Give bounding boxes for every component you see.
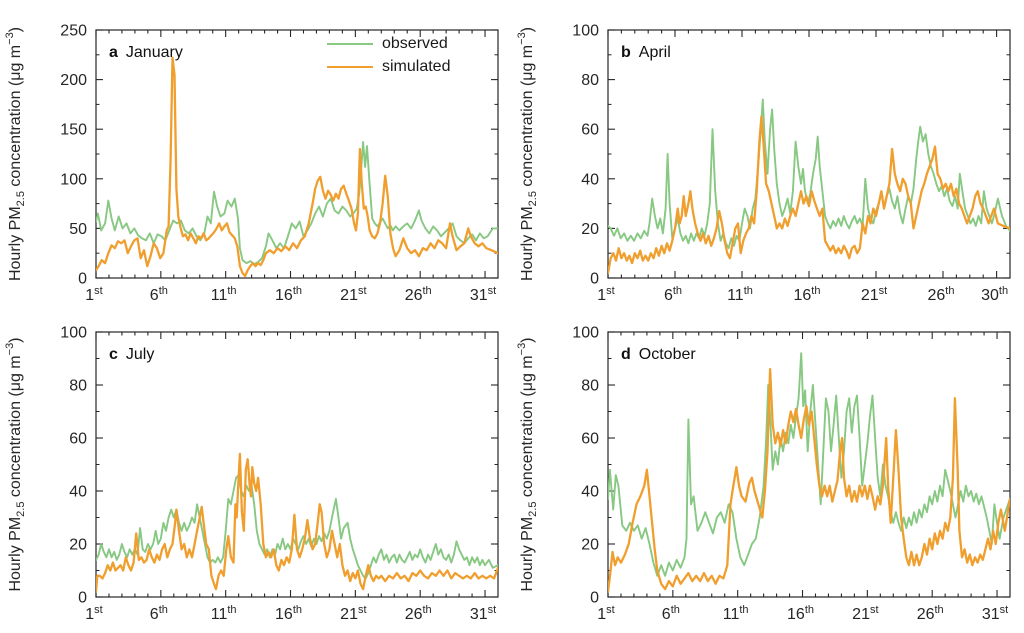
x-tick-label: 1st xyxy=(85,285,102,304)
x-tick-label: 31st xyxy=(470,285,496,304)
y-axis-label: Hourly PM2.5 concentration (μg m−3) xyxy=(516,337,539,591)
panel-title: d October xyxy=(621,346,696,363)
y-axis-label: Hourly PM2.5 concentration (μg m−3) xyxy=(4,27,27,281)
legend-item-simulated: simulated xyxy=(327,59,450,75)
legend: observed simulated xyxy=(327,36,450,75)
panel-title: a January xyxy=(109,44,183,61)
y-tick-label: 0 xyxy=(590,271,599,288)
panel-b-april: 0 20 40 60 80 100 1st 6th 11th 16th 21st 26th 30th b A… xyxy=(512,0,1024,316)
panel-a-january: observed simulated 0 50 100 150 200 250 1st 6th… xyxy=(0,0,512,316)
x-tick-label: 6th xyxy=(150,604,168,623)
x-tick-label: 1st xyxy=(597,285,614,304)
y-tick-label: 40 xyxy=(69,484,87,501)
x-tick-label: 16th xyxy=(794,285,821,304)
y-tick-label: 200 xyxy=(60,72,87,89)
x-tick-label: 11th xyxy=(211,604,237,623)
y-tick-label: 20 xyxy=(581,221,599,238)
x-tick-label: 31st xyxy=(982,604,1008,623)
x-tick-label: 16th xyxy=(275,604,302,623)
y-tick-label: 100 xyxy=(572,325,599,342)
x-tick-label: 21st xyxy=(340,285,366,304)
x-tick-label: 6th xyxy=(662,604,680,623)
x-tick-label: 26th xyxy=(405,285,432,304)
x-tick-label: 11th xyxy=(211,285,237,304)
x-tick-label: 21st xyxy=(861,285,887,304)
series-line-simulated xyxy=(96,56,498,278)
y-tick-label: 100 xyxy=(60,325,87,342)
y-tick-label: 100 xyxy=(60,171,87,188)
x-tick-label: 31st xyxy=(470,604,496,623)
panel-title: c July xyxy=(109,346,154,363)
legend-line-simulated-icon xyxy=(327,65,373,69)
series-line-observed xyxy=(608,352,1010,577)
panel-d-october: 0 20 40 60 80 100 1st 6th 11th 16th 21st 26th 31st d O… xyxy=(512,316,1024,633)
panel-a-chart: 0 50 100 150 200 250 1st 6th 11th 16th 21st 26th 31s… xyxy=(4,23,499,304)
y-tick-label: 20 xyxy=(69,537,87,554)
series-line-simulated xyxy=(608,115,1010,275)
y-tick-label: 40 xyxy=(581,171,599,188)
legend-label-simulated: simulated xyxy=(382,58,451,75)
y-tick-label: 60 xyxy=(69,431,87,448)
x-tick-label: 11th xyxy=(723,604,749,623)
y-tick-label: 0 xyxy=(78,590,87,607)
series-line-simulated xyxy=(96,452,498,593)
y-tick-label: 250 xyxy=(60,23,87,40)
x-tick-label: 11th xyxy=(727,285,753,304)
y-tick-label: 100 xyxy=(572,23,599,40)
y-tick-label: 80 xyxy=(581,378,599,395)
y-tick-label: 0 xyxy=(590,590,599,607)
series-line-observed xyxy=(96,474,498,580)
legend-line-observed-icon xyxy=(327,42,373,46)
x-tick-label: 30th xyxy=(981,285,1008,304)
x-tick-label: 1st xyxy=(597,604,614,623)
panel-b-chart: 0 20 40 60 80 100 1st 6th 11th 16th 21st 26th 30th b A… xyxy=(516,23,1011,304)
y-tick-label: 80 xyxy=(581,72,599,89)
series-line-simulated xyxy=(608,367,1010,593)
y-axis-label: Hourly PM2.5 concentration (μg m−3) xyxy=(4,337,27,591)
legend-item-observed: observed xyxy=(327,36,450,52)
y-tick-label: 80 xyxy=(69,378,87,395)
legend-label-observed: observed xyxy=(382,35,448,52)
x-tick-label: 21st xyxy=(852,604,878,623)
x-tick-label: 26th xyxy=(928,285,955,304)
panel-c-chart: 0 20 40 60 80 100 1st 6th 11th 16th 21st 26th 31st c J… xyxy=(4,325,499,623)
x-tick-label: 26th xyxy=(405,604,432,623)
x-tick-label: 6th xyxy=(150,285,168,304)
x-tick-label: 16th xyxy=(275,285,302,304)
y-tick-label: 60 xyxy=(581,431,599,448)
y-axis-label: Hourly PM2.5 concentration (μg m−3) xyxy=(516,27,539,281)
y-tick-label: 0 xyxy=(78,271,87,288)
panel-d-chart: 0 20 40 60 80 100 1st 6th 11th 16th 21st 26th 31st d O… xyxy=(516,325,1011,623)
panel-title: b April xyxy=(621,44,671,61)
y-tick-label: 150 xyxy=(60,122,87,139)
y-tick-label: 50 xyxy=(69,221,87,238)
x-tick-label: 21st xyxy=(340,604,366,623)
axis-box xyxy=(607,331,1011,598)
y-tick-label: 60 xyxy=(581,122,599,139)
x-tick-label: 16th xyxy=(787,604,814,623)
series-line-observed xyxy=(608,98,1010,250)
panel-c-july: 0 20 40 60 80 100 1st 6th 11th 16th 21st 26th 31st c J… xyxy=(0,316,512,633)
y-tick-label: 40 xyxy=(581,484,599,501)
x-tick-label: 6th xyxy=(664,285,682,304)
x-tick-label: 26th xyxy=(917,604,944,623)
y-tick-label: 20 xyxy=(581,537,599,554)
x-tick-label: 1st xyxy=(85,604,102,623)
